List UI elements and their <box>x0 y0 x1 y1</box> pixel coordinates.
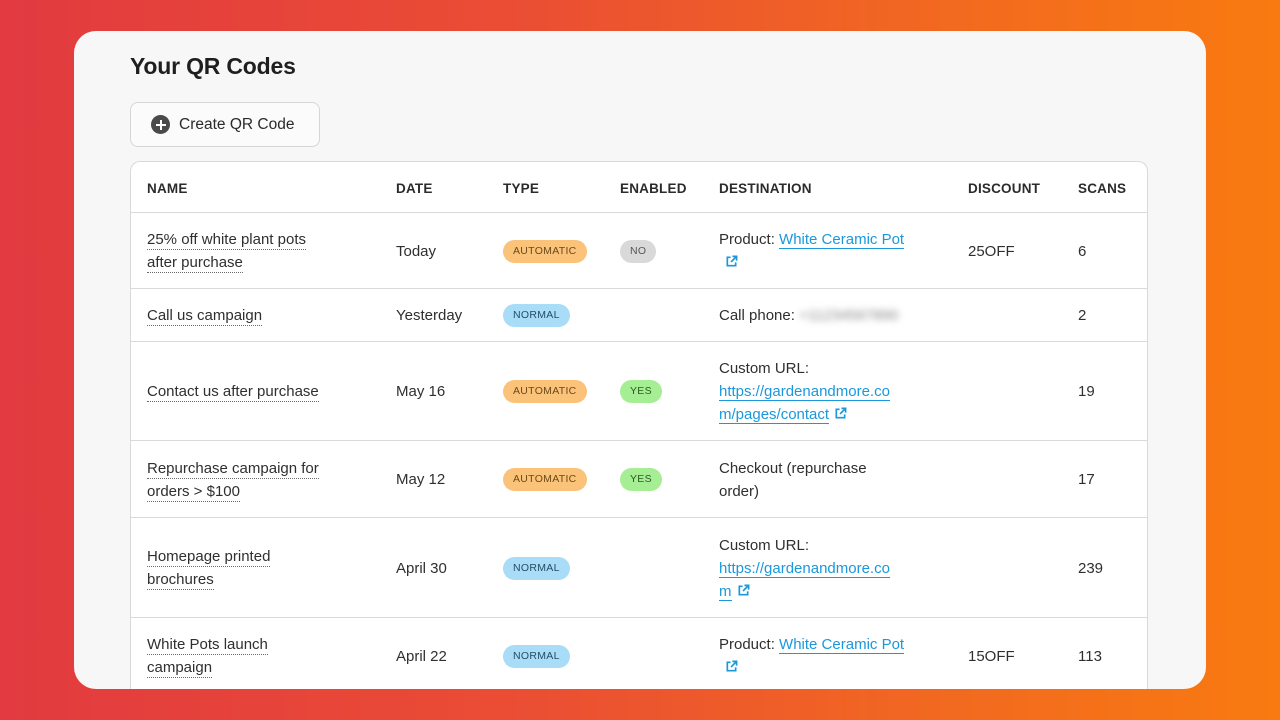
qr-code-name-text: Contact us after purchase <box>147 383 319 402</box>
phone-number-redacted: +11234567890 <box>799 307 899 324</box>
destination-link[interactable]: https://gardenandmore.co <box>719 559 890 578</box>
scans-cell: 239 <box>1078 559 1104 577</box>
column-header-type: TYPE <box>503 181 540 196</box>
column-header-date: DATE <box>396 181 433 196</box>
external-link-icon[interactable] <box>834 407 847 420</box>
qr-code-name-text: brochures <box>147 571 214 590</box>
qr-code-name-link[interactable]: Contact us after purchase <box>147 380 347 403</box>
scans-cell: 6 <box>1078 242 1087 260</box>
table-row: Call us campaign Yesterday NORMAL Call phon… <box>131 289 1147 342</box>
destination-cell: Product: White Ceramic Pot <box>719 633 924 679</box>
date-cell: May 16 <box>396 383 446 400</box>
type-badge: AUTOMATIC <box>503 239 587 263</box>
destination-cell: Product: White Ceramic Pot <box>719 228 924 274</box>
qr-code-name-text: campaign <box>147 659 213 678</box>
destination-text: order) <box>719 482 760 500</box>
table-row: White Pots launch campaign April 22 NORMAL P… <box>131 618 1147 689</box>
destination-cell: Custom URL: https://gardenandmore.co m <box>719 534 924 603</box>
type-badge: NORMAL <box>503 304 570 327</box>
scans-cell: 2 <box>1078 307 1087 324</box>
type-badge: AUTOMATIC <box>503 468 587 491</box>
plus-circle-icon <box>151 115 170 134</box>
scans-cell: 17 <box>1078 471 1095 488</box>
table-header: NAME DATE TYPE ENABLED DESTINATION DISCO… <box>131 162 1147 213</box>
table-row: Contact us after purchase May 16 AUTOMATIC… <box>131 342 1147 441</box>
create-qr-code-label: Create QR Code <box>179 115 295 133</box>
destination-label: Custom URL: <box>719 536 810 554</box>
scans-cell: 19 <box>1078 383 1095 400</box>
destination-link[interactable]: https://gardenandmore.co <box>719 383 890 401</box>
column-header-name: NAME <box>147 181 188 196</box>
qr-code-name-text: Call us campaign <box>147 307 263 326</box>
qr-code-name-text: White Pots launch <box>147 636 268 655</box>
date-cell: Today <box>396 242 437 260</box>
destination-link[interactable]: White Ceramic Pot <box>779 636 905 654</box>
destination-link[interactable]: m/pages/contact <box>719 406 830 424</box>
discount-cell: 15OFF <box>968 647 1015 665</box>
external-link-icon[interactable] <box>737 584 750 597</box>
date-cell: May 12 <box>396 471 446 488</box>
date-cell: April 30 <box>396 559 447 577</box>
type-badge: AUTOMATIC <box>503 380 587 403</box>
enabled-badge[interactable]: YES <box>620 468 662 491</box>
scans-cell: 113 <box>1078 647 1102 665</box>
external-link-icon[interactable] <box>725 255 738 268</box>
destination-label: Call phone: <box>719 307 795 324</box>
type-badge: NORMAL <box>503 644 570 668</box>
qr-code-name-link[interactable]: 25% off white plant pots after purchase <box>147 228 347 274</box>
destination-label: Product: <box>719 231 775 248</box>
qr-code-name-text: Repurchase campaign for <box>147 459 319 479</box>
column-header-destination: DESTINATION <box>719 181 812 196</box>
date-cell: Yesterday <box>396 307 463 324</box>
table-row: Homepage printed brochures April 30 NORMAL C… <box>131 518 1147 618</box>
create-qr-code-button[interactable]: Create QR Code <box>130 102 320 147</box>
destination-text: Checkout (repurchase <box>719 459 867 477</box>
qr-codes-table: NAME DATE TYPE ENABLED DESTINATION DISCO… <box>130 161 1148 689</box>
table-row: Repurchase campaign for orders > $100 May … <box>131 441 1147 518</box>
column-header-scans: SCANS <box>1078 181 1127 196</box>
destination-label: Product: <box>719 636 775 653</box>
type-badge: NORMAL <box>503 556 570 580</box>
page-title: Your QR Codes <box>130 53 296 79</box>
external-link-icon[interactable] <box>725 660 738 673</box>
qr-code-name-text: 25% off white plant pots <box>147 231 306 250</box>
table-body: 25% off white plant pots after purchase To… <box>131 213 1147 689</box>
column-header-enabled: ENABLED <box>620 181 687 196</box>
qr-code-name-link[interactable]: Call us campaign <box>147 304 347 327</box>
qr-code-name-text: orders > $100 <box>147 482 240 502</box>
destination-label: Custom URL: <box>719 360 810 377</box>
destination-cell: Call phone: +11234567890 <box>719 304 924 327</box>
destination-link[interactable]: m <box>719 582 732 601</box>
qr-code-name-text: Homepage printed <box>147 548 271 567</box>
qr-code-name-link[interactable]: Homepage printed brochures <box>147 545 347 591</box>
enabled-badge[interactable]: NO <box>620 239 657 263</box>
column-header-discount: DISCOUNT <box>968 181 1041 196</box>
destination-link[interactable]: White Ceramic Pot <box>779 231 905 249</box>
table-row: 25% off white plant pots after purchase To… <box>131 213 1147 289</box>
discount-cell: 25OFF <box>968 242 1015 260</box>
destination-cell: Custom URL: https://gardenandmore.co m/pag… <box>719 357 924 426</box>
qr-code-name-link[interactable]: Repurchase campaign for orders > $100 <box>147 457 347 503</box>
qr-code-name-text: after purchase <box>147 254 243 273</box>
qr-code-name-link[interactable]: White Pots launch campaign <box>147 633 347 679</box>
enabled-badge[interactable]: YES <box>620 380 662 403</box>
date-cell: April 22 <box>396 647 447 665</box>
qr-codes-card: Your QR Codes Create QR Code NAME DATE T… <box>74 31 1206 689</box>
destination-cell: Checkout (repurchase order) <box>719 457 924 503</box>
